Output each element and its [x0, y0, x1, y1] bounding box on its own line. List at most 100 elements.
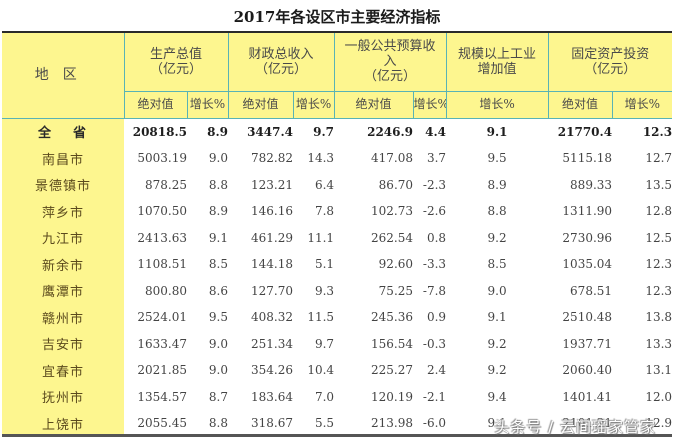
fiscal-g-cell: 11.1: [307, 230, 335, 245]
budget-cell: 262.54: [371, 230, 414, 245]
fiscal-cell: 144.18: [251, 257, 294, 272]
industry-g-cell: 9.5: [487, 151, 507, 166]
budget-g-cell: -2.3: [422, 177, 447, 192]
invest-cell: 21770.4: [557, 124, 613, 139]
invest-cell: 2060.40: [562, 363, 613, 378]
region-cell: 南昌市: [2, 145, 124, 172]
fiscal-absolute-header: 绝对值: [227, 91, 294, 119]
industry-g-cell: 9.4: [487, 389, 507, 404]
fiscal-header: 财政总收入 （亿元）: [227, 33, 335, 92]
invest-g-cell: 12.7: [645, 151, 673, 166]
invest-g-cell: 13.3: [645, 336, 673, 351]
fiscal-cell: 251.34: [251, 336, 294, 351]
region-cell: 全省: [2, 118, 124, 145]
fiscal-g-cell: 5.5: [314, 416, 335, 431]
gdp-cell: 1633.47: [137, 336, 187, 351]
table-row: 鹰潭市 800.80 8.6 127.70 9.3 75.25 -7.8 9.0 678.51 1…: [2, 277, 673, 304]
fiscal-cell: 127.70: [251, 283, 294, 298]
industry-g-cell: 9.1: [486, 124, 508, 139]
invest-cell: 1311.90: [562, 204, 613, 219]
fiscal-cell: 782.82: [251, 151, 294, 166]
gdp-growth-header: 增长%: [186, 91, 229, 119]
fiscal-cell: 354.26: [251, 363, 294, 378]
industry-g-cell: 9.2: [487, 230, 507, 245]
invest-g-cell: 12.9: [645, 416, 673, 431]
gdp-cell: 2055.45: [137, 416, 187, 431]
budget-g-cell: -7.8: [422, 283, 447, 298]
region-cell: 上饶市: [2, 410, 124, 437]
fiscal-header-line1: 财政总收入: [248, 46, 314, 62]
gdp-g-cell: 9.0: [208, 336, 229, 351]
gdp-absolute-header: 绝对值: [123, 91, 188, 119]
gdp-header: 生产总值 （亿元）: [123, 33, 229, 92]
gdp-g-cell: 8.6: [208, 283, 229, 298]
budget-cell: 75.25: [378, 283, 414, 298]
gdp-g-cell: 9.0: [208, 151, 229, 166]
fiscal-header-line2: （亿元）: [255, 61, 308, 77]
budget-g-cell: -6.0: [422, 416, 447, 431]
table-row: 抚州市 1354.57 8.7 183.64 7.0 120.19 -2.1 9.4 1401.…: [2, 383, 673, 410]
gdp-g-cell: 8.5: [208, 257, 229, 272]
fiscal-cell: 408.32: [251, 310, 294, 325]
gdp-cell: 2021.85: [137, 363, 187, 378]
invest-g-cell: 12.3: [642, 124, 673, 139]
budget-cell: 213.98: [371, 416, 414, 431]
budget-header: 一般公共预算收 入 （亿元）: [333, 33, 447, 92]
budget-g-cell: -2.6: [422, 204, 447, 219]
gdp-header-line1: 生产总值: [150, 46, 203, 62]
invest-g-cell: 12.3: [645, 283, 673, 298]
invest-header-line1: 固定资产投资: [571, 46, 650, 62]
region-cell: 吉安市: [2, 330, 124, 357]
industry-header-line1: 规模以上工业: [458, 46, 537, 62]
region-cell: 九江市: [2, 224, 124, 251]
top-rule: [2, 31, 672, 33]
budget-cell: 86.70: [378, 177, 414, 192]
invest-g-cell: 12.0: [645, 389, 673, 404]
table-row: 上饶市 2055.45 8.8 318.67 5.5 213.98 -6.0 9.1 2101.…: [2, 410, 672, 437]
industry-g-cell: 8.8: [487, 204, 507, 219]
fiscal-g-cell: 10.4: [307, 363, 335, 378]
gdp-g-cell: 8.9: [207, 124, 229, 139]
budget-cell: 156.54: [371, 336, 414, 351]
invest-absolute-header: 绝对值: [547, 91, 613, 119]
table-row: 吉安市 1633.47 9.0 251.34 9.7 156.54 -0.3 9.2 1937.…: [2, 330, 673, 357]
region-cell: 新余市: [2, 251, 124, 278]
budget-cell: 102.73: [371, 204, 414, 219]
table-row-total: 全省 20818.5 8.9 3447.4 9.7 2246.9 4.4 9.1 21770.4…: [2, 118, 672, 145]
gdp-cell: 1354.57: [137, 389, 187, 404]
fiscal-cell: 3447.4: [247, 124, 294, 139]
region-cell: 宜春市: [2, 357, 124, 384]
invest-cell: 2510.48: [562, 310, 613, 325]
budget-cell: 417.08: [371, 151, 414, 166]
fiscal-g-cell: 6.4: [314, 177, 335, 192]
region-header: 地区: [2, 33, 125, 119]
industry-header: 规模以上工业 增加值: [445, 33, 549, 92]
table-row: 赣州市 2524.01 9.5 408.32 11.5 245.36 0.9 9.1 2510.…: [2, 304, 672, 331]
region-cell: 赣州市: [2, 304, 124, 331]
gdp-cell: 20818.5: [132, 124, 187, 139]
industry-header-line2: 增加值: [477, 61, 517, 77]
gdp-cell: 5003.19: [137, 151, 187, 166]
invest-cell: 2730.96: [562, 230, 613, 245]
industry-g-cell: 9.0: [487, 283, 507, 298]
gdp-g-cell: 8.8: [208, 177, 229, 192]
budget-g-cell: -2.1: [422, 389, 447, 404]
gdp-cell: 878.25: [145, 177, 187, 192]
fiscal-g-cell: 14.3: [307, 151, 335, 166]
industry-growth-header: 增长%: [445, 91, 549, 119]
watermark: 头条号 / 云间瑶家管家: [494, 418, 656, 436]
invest-header: 固定资产投资 （亿元）: [547, 33, 673, 92]
budget-cell: 245.36: [371, 310, 414, 325]
economic-indicators-table: 地区 生产总值 （亿元） 财政总收入 （亿元） 一般公共预算收 入 （亿元） 规…: [2, 33, 673, 437]
budget-cell: 120.19: [371, 389, 414, 404]
fiscal-cell: 146.16: [251, 204, 294, 219]
budget-header-line1: 一般公共预算收: [344, 39, 436, 55]
fiscal-cell: 461.29: [251, 230, 294, 245]
invest-cell: 2101.21: [562, 416, 613, 431]
budget-header-line3: （亿元）: [364, 69, 417, 85]
fiscal-g-cell: 9.3: [314, 283, 335, 298]
invest-g-cell: 12.8: [645, 204, 673, 219]
industry-g-cell: 8.5: [487, 257, 507, 272]
budget-header-line2: 入: [383, 54, 397, 70]
fiscal-cell: 123.21: [251, 177, 294, 192]
